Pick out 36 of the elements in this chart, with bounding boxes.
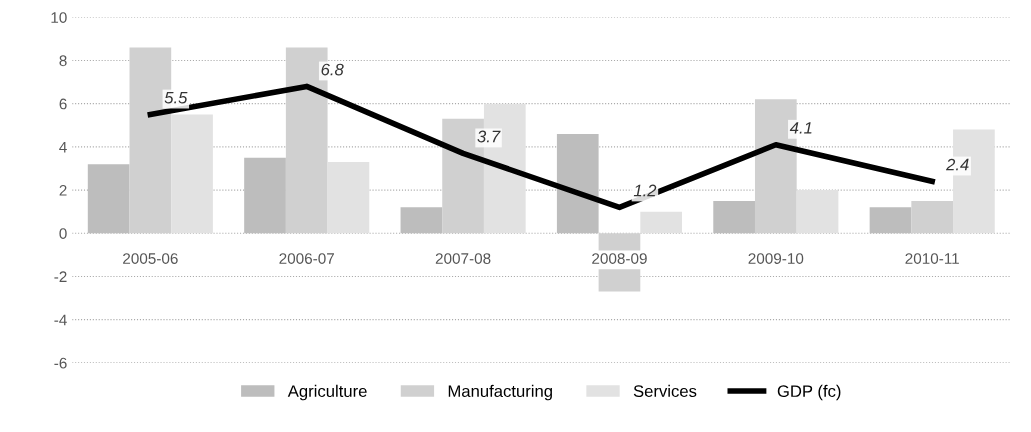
y-tick-label: 4 (59, 141, 67, 153)
x-tick-label: 2005-06 (123, 253, 178, 264)
y-tick-label: -4 (54, 314, 67, 326)
x-tick-label: 2006-07 (279, 253, 334, 264)
bar (713, 200, 755, 234)
bar (400, 207, 443, 234)
bar (556, 133, 599, 234)
data-label: 3.7 (477, 130, 501, 143)
legend-label: Manufacturing (448, 384, 552, 401)
data-label: 6.8 (321, 63, 344, 76)
y-tick-label: -6 (54, 357, 67, 369)
bar (171, 114, 213, 234)
y-tick-label: 6 (59, 98, 67, 110)
y-tick-label: -2 (54, 271, 67, 283)
data-label: 2.4 (945, 158, 969, 171)
bar (869, 207, 912, 234)
legend-label: Services (633, 384, 697, 398)
bar (244, 157, 286, 234)
bar (327, 162, 370, 234)
x-tick-label: 2008-09 (592, 253, 647, 264)
y-tick-label: 2 (59, 184, 67, 196)
legend-label: Agriculture (287, 384, 367, 401)
y-tick-label: 8 (59, 55, 67, 67)
y-tick-label: 10 (51, 12, 67, 23)
data-label: 1.2 (633, 184, 657, 197)
bar (87, 164, 130, 234)
bar (640, 211, 683, 234)
bar (911, 200, 954, 234)
y-tick-label: 0 (59, 228, 67, 239)
x-tick-label: 2009-10 (748, 253, 804, 264)
bar (796, 190, 839, 234)
x-tick-label: 2007-08 (435, 253, 491, 264)
data-label: 4.1 (789, 122, 812, 134)
legend-label: GDP (fc) (777, 384, 841, 401)
x-tick-label: 2010-11 (905, 253, 959, 264)
data-label: 5.5 (164, 91, 188, 104)
